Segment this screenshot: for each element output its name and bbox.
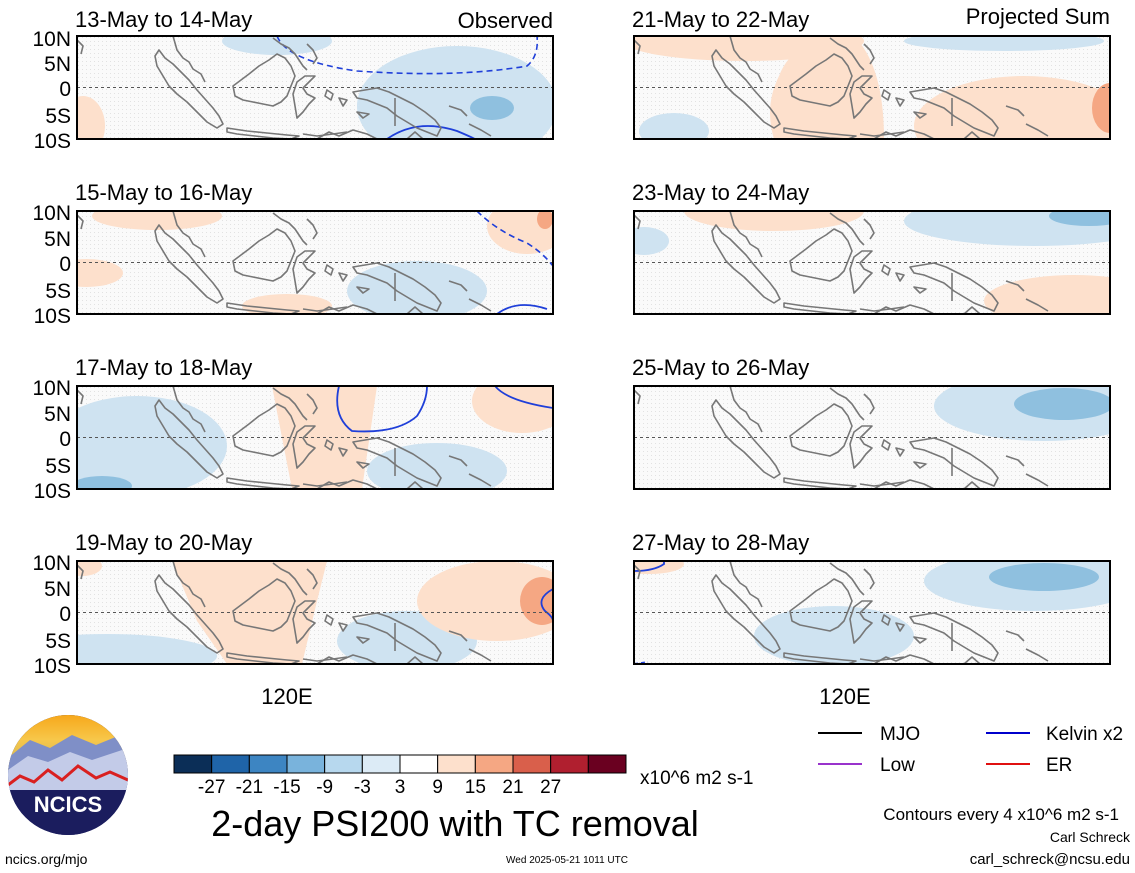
- logo-text: NCICS: [34, 792, 102, 817]
- lat-label: 10N: [32, 377, 71, 400]
- colorbar-tick-label: 3: [395, 777, 406, 798]
- colorbar-tick-labels: -27 -21 -15 -9 -3 3 9 15 21 27: [198, 777, 561, 798]
- panel-4-title: 19-May to 20-May: [75, 530, 252, 555]
- colorbar-tick-label: 21: [502, 777, 523, 798]
- panel-1-corner: Observed: [458, 8, 553, 33]
- lat-label: 10N: [32, 552, 71, 575]
- lat-label: 10S: [34, 655, 71, 678]
- panel-8: [633, 560, 1111, 665]
- lat-label: 0: [59, 253, 71, 276]
- lat-label: 5S: [45, 280, 71, 303]
- author: Carl Schreck: [1050, 829, 1131, 845]
- lat-label: 5N: [44, 578, 71, 601]
- lat-label: 5S: [45, 105, 71, 128]
- panel-8-title: 27-May to 28-May: [632, 530, 809, 555]
- panel-1: [76, 35, 554, 140]
- panel-4: [76, 560, 554, 665]
- lat-label: 5N: [44, 403, 71, 426]
- colorbar-tick-label: 27: [540, 777, 561, 798]
- panel-3: [76, 385, 554, 490]
- lat-label: 5N: [44, 228, 71, 251]
- colorbar-tick-label: -15: [273, 777, 300, 798]
- ncics-logo: NCICS: [8, 715, 128, 835]
- colorbar-swatch: [211, 754, 250, 774]
- lon-label-right: 120E: [819, 684, 870, 709]
- panel-5-corner: Projected Sum: [966, 4, 1110, 29]
- panel-5-title: 21-May to 22-May: [632, 7, 809, 32]
- legend-label-er: ER: [1046, 755, 1072, 776]
- panel-1-title: 13-May to 14-May: [75, 7, 252, 32]
- lat-labels-row-1: 10N 5N 0 5S 10S: [32, 28, 71, 153]
- lat-label: 10S: [34, 305, 71, 328]
- timestamp: Wed 2025-05-21 1011 UTC: [506, 855, 628, 866]
- lat-label: 5N: [44, 53, 71, 76]
- colorbar-swatch: [512, 754, 552, 774]
- panel-7: [633, 385, 1111, 490]
- legend-label-low: Low: [880, 755, 915, 776]
- colorbar-tick-label: -9: [316, 777, 333, 798]
- colorbar-tick-label: -21: [236, 777, 263, 798]
- panel-2-title: 15-May to 16-May: [75, 180, 252, 205]
- colorbar-tick-label: 9: [432, 777, 443, 798]
- lat-label: 0: [59, 78, 71, 101]
- email: carl_schreck@ncsu.edu: [970, 851, 1130, 868]
- panel-2: [76, 210, 554, 315]
- colorbar-swatch: [474, 754, 514, 774]
- colorbar-units: x10^6 m2 s-1: [640, 768, 753, 789]
- lat-label: 5S: [45, 630, 71, 653]
- panel-5: [633, 35, 1111, 140]
- lat-label: 10S: [34, 130, 71, 153]
- lat-label: 0: [59, 428, 71, 451]
- lat-labels-row-3: 10N 5N 0 5S 10S: [32, 377, 71, 503]
- colorbar-tick-label: -27: [198, 777, 225, 798]
- colorbar-tick-label: 15: [465, 777, 486, 798]
- panel-6: [633, 210, 1111, 315]
- colorbar-swatch: [587, 754, 627, 774]
- colorbar-swatch: [173, 754, 213, 774]
- panel-6-title: 23-May to 24-May: [632, 180, 809, 205]
- contour-note: Contours every 4 x10^6 m2 s-1: [883, 805, 1119, 824]
- lat-labels-row-2: 10N 5N 0 5S 10S: [32, 202, 71, 328]
- lat-label: 10N: [32, 28, 71, 51]
- panel-7-title: 25-May to 26-May: [632, 355, 809, 380]
- main-title: 2-day PSI200 with TC removal: [211, 803, 699, 844]
- panel-3-title: 17-May to 18-May: [75, 355, 252, 380]
- colorbar-swatch: [550, 754, 589, 774]
- lon-label-left: 120E: [261, 684, 312, 709]
- legend-label-kelvin: Kelvin x2: [1046, 724, 1123, 745]
- colorbar-swatch: [248, 754, 288, 774]
- colorbar-swatch: [399, 754, 439, 774]
- colorbar-swatch: [324, 754, 363, 774]
- lat-label: 0: [59, 603, 71, 626]
- colorbar-swatch: [286, 754, 326, 774]
- legend: MJO Kelvin x2 Low ER: [818, 724, 1123, 776]
- lat-labels-row-4: 10N 5N 0 5S 10S: [32, 552, 71, 678]
- lat-label: 10S: [34, 480, 71, 503]
- colorbar-swatch: [361, 754, 401, 774]
- colorbar: [173, 754, 627, 774]
- site-url: ncics.org/mjo: [5, 851, 88, 867]
- legend-label-mjo: MJO: [880, 724, 920, 745]
- lat-label: 10N: [32, 202, 71, 225]
- lat-label: 5S: [45, 455, 71, 478]
- colorbar-swatch: [437, 754, 476, 774]
- colorbar-tick-label: -3: [354, 777, 371, 798]
